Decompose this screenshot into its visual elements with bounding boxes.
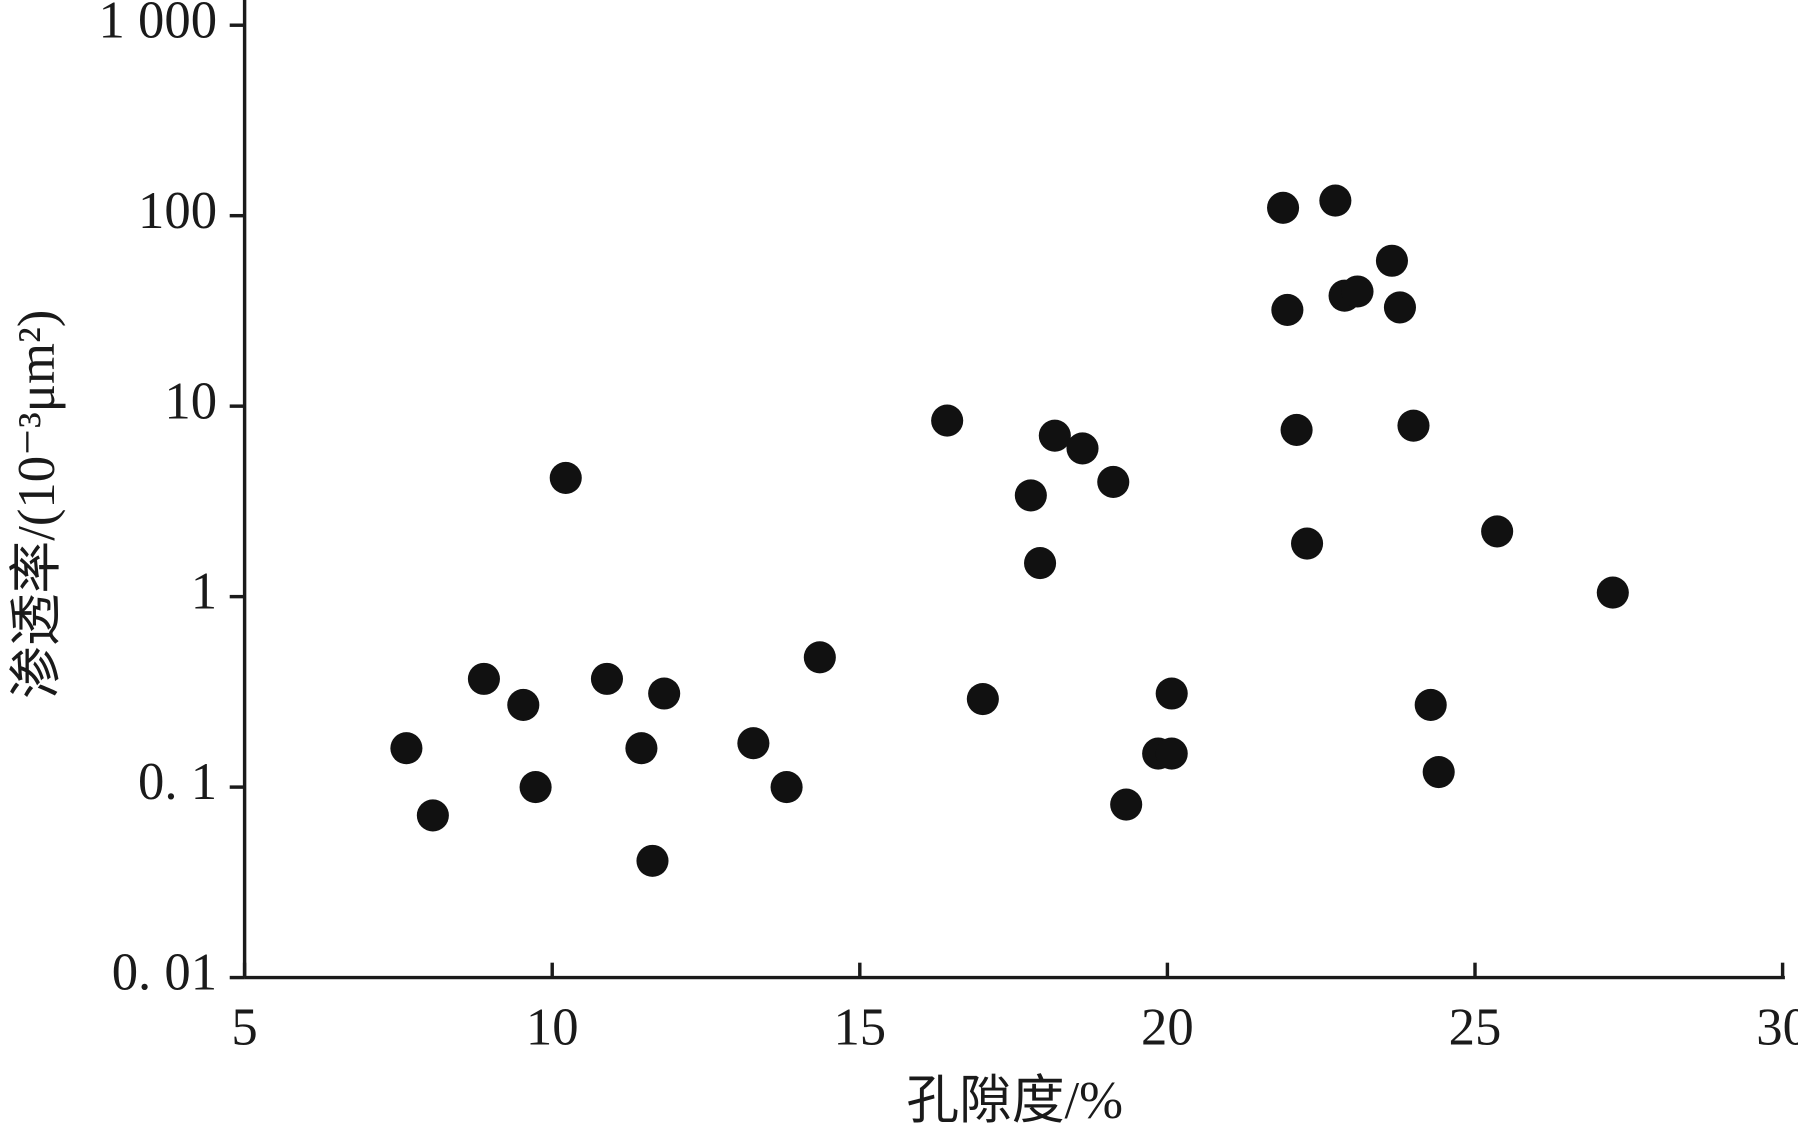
y-tick-label: 1 000	[99, 0, 218, 49]
point	[1271, 293, 1304, 326]
point	[1110, 788, 1143, 821]
x-tick-label: 15	[833, 999, 886, 1057]
point	[1267, 191, 1300, 224]
x-tick-label: 25	[1449, 999, 1502, 1057]
point	[1383, 291, 1416, 324]
point	[1066, 432, 1099, 465]
point	[416, 799, 449, 832]
point	[1024, 547, 1057, 580]
point	[390, 732, 423, 765]
point	[931, 404, 964, 437]
point	[507, 688, 540, 721]
point	[1038, 419, 1071, 452]
x-axis-title: 孔隙度/%	[906, 1072, 1123, 1130]
point	[1422, 755, 1455, 789]
point	[770, 771, 803, 804]
x-tick-label: 5	[231, 999, 257, 1057]
point	[625, 732, 658, 765]
point	[737, 727, 770, 760]
point	[1596, 576, 1629, 609]
point	[549, 461, 582, 494]
y-tick-label: 0. 1	[138, 753, 217, 811]
point	[1155, 677, 1188, 710]
y-tick-label: 100	[138, 182, 217, 240]
point	[1375, 244, 1408, 277]
point	[1291, 527, 1324, 560]
x-tick-label: 30	[1756, 999, 1798, 1057]
point	[803, 641, 836, 674]
point	[1097, 465, 1130, 498]
point	[648, 677, 681, 710]
point	[1155, 737, 1188, 770]
x-tick-label: 10	[526, 999, 579, 1057]
point	[636, 844, 669, 877]
y-axis-title: 渗透率/(10⁻³μm²)	[8, 310, 66, 699]
point	[1481, 515, 1514, 548]
x-tick-label: 20	[1141, 999, 1194, 1057]
point	[966, 682, 999, 716]
point	[1397, 409, 1430, 442]
point	[1319, 184, 1352, 217]
point	[1341, 275, 1374, 308]
y-tick-label: 0. 01	[112, 944, 217, 1002]
point	[519, 771, 552, 804]
point	[467, 662, 500, 695]
y-tick-label: 10	[164, 372, 217, 430]
y-tick-label: 1	[191, 563, 217, 621]
point	[590, 662, 624, 695]
point	[1414, 688, 1447, 721]
point	[1280, 413, 1313, 447]
point	[1014, 479, 1047, 512]
